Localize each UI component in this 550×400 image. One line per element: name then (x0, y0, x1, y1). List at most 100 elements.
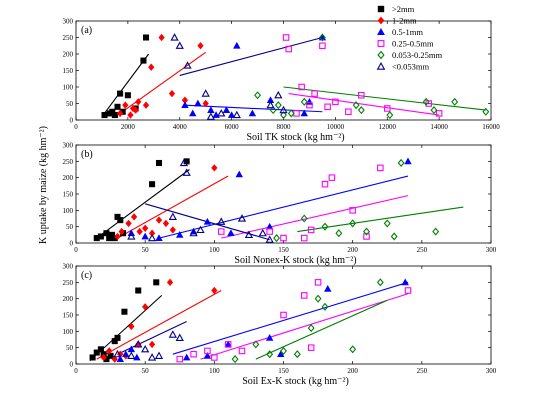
legend-item: 0.053-0.25mm (377, 50, 442, 60)
x-axis-label: Soil TK stock (kg hm⁻²) (246, 132, 344, 143)
x-axis-label: Soil Ex-K stock (kg hm⁻²) (242, 376, 349, 387)
data-point (224, 341, 232, 348)
panel-label: (a) (81, 25, 92, 36)
y-tick-label: 300 (63, 263, 74, 271)
data-point (300, 234, 308, 242)
y-tick-label: 200 (63, 295, 74, 303)
data-point (189, 109, 197, 117)
fit-line-<0.053mm (179, 36, 323, 76)
data-point (451, 97, 459, 106)
legend-label: 0.5-1mm (392, 27, 423, 37)
x-tick-label: 14000 (430, 123, 448, 131)
x-tick-label: 300 (486, 246, 497, 254)
data-point (377, 164, 384, 172)
x-tick-label: 250 (417, 367, 428, 375)
data-point (300, 214, 308, 223)
y-tick-label: 50 (66, 223, 74, 231)
x-tick-label: 8000 (277, 123, 292, 131)
data-point (114, 103, 121, 110)
data-point (175, 333, 184, 341)
data-point (196, 225, 205, 234)
data-point (357, 106, 365, 115)
data-point (328, 174, 336, 181)
legend-marker (377, 40, 385, 47)
data-point (430, 106, 438, 115)
data-point (111, 112, 118, 119)
data-point (279, 105, 288, 114)
data-point (237, 214, 247, 222)
data-point (107, 352, 114, 359)
data-point (235, 170, 243, 178)
legend-marker (376, 61, 386, 70)
x-tick-label: 300 (486, 367, 497, 375)
data-point (169, 226, 176, 234)
legend-label: 0.25-0.5mm (392, 39, 434, 49)
data-point (266, 228, 273, 235)
data-point (404, 157, 412, 165)
fit-line-0.25-0.5mm (221, 195, 409, 239)
y-tick-label: 100 (63, 328, 74, 336)
y-tick-label: 50 (66, 100, 74, 108)
data-point (401, 278, 409, 286)
fit-line-1-2mm (96, 290, 222, 360)
y-tick-label: 250 (63, 34, 74, 42)
data-point (89, 354, 96, 361)
data-point (141, 344, 150, 353)
data-point (207, 106, 215, 113)
data-point (232, 110, 241, 119)
data-point (435, 110, 443, 117)
fit-line-0.25-0.5mm (200, 293, 409, 360)
data-point (321, 222, 329, 231)
x-tick-label: 100 (209, 367, 220, 375)
data-point (153, 279, 160, 286)
data-point (293, 350, 301, 359)
data-point (128, 322, 135, 331)
data-point (124, 92, 131, 99)
data-point (273, 234, 281, 243)
data-point (168, 212, 177, 220)
legend-item: 0.25-0.5mm (377, 39, 434, 49)
data-point (397, 158, 405, 168)
data-point (194, 99, 202, 107)
panel-label: (c) (81, 270, 92, 281)
data-point (127, 232, 136, 240)
data-point (122, 350, 130, 358)
chart-panel-2: 0 50 100 150 200 250 300 0 50 100 150 200 250 300 (b) S… (63, 142, 497, 267)
data-point (170, 33, 179, 41)
legend-item: <0.053mm (376, 61, 430, 72)
data-point (425, 100, 433, 107)
data-point (154, 351, 164, 359)
y-tick-label: 200 (63, 51, 74, 59)
data-point (130, 213, 138, 221)
fit-line-0.053-0.25mm (255, 299, 388, 360)
data-point (321, 180, 329, 188)
data-point (233, 41, 241, 49)
data-point (116, 109, 124, 118)
data-point (117, 217, 124, 224)
data-point (147, 233, 157, 242)
data-point (287, 109, 295, 118)
data-point (244, 230, 254, 238)
data-point (155, 159, 163, 166)
data-point (345, 108, 352, 116)
data-point (280, 346, 287, 355)
data-point (352, 101, 360, 110)
data-point (204, 347, 211, 355)
data-point (319, 42, 326, 50)
data-point (114, 334, 121, 341)
data-point (183, 61, 192, 69)
data-point (280, 234, 287, 242)
data-point (335, 229, 343, 238)
data-point (155, 216, 163, 224)
fit-line-0.5-1mm (172, 281, 409, 355)
data-point (390, 232, 398, 241)
data-point (140, 57, 147, 64)
data-point (121, 308, 128, 315)
panel-label: (b) (81, 149, 93, 160)
y-tick-label: 0 (70, 240, 74, 248)
data-point (182, 353, 191, 361)
x-tick-label: 100 (209, 246, 220, 254)
fit-line-0.25-0.5mm (288, 93, 440, 116)
fit-line->2mm (96, 169, 190, 239)
data-point (148, 340, 156, 349)
